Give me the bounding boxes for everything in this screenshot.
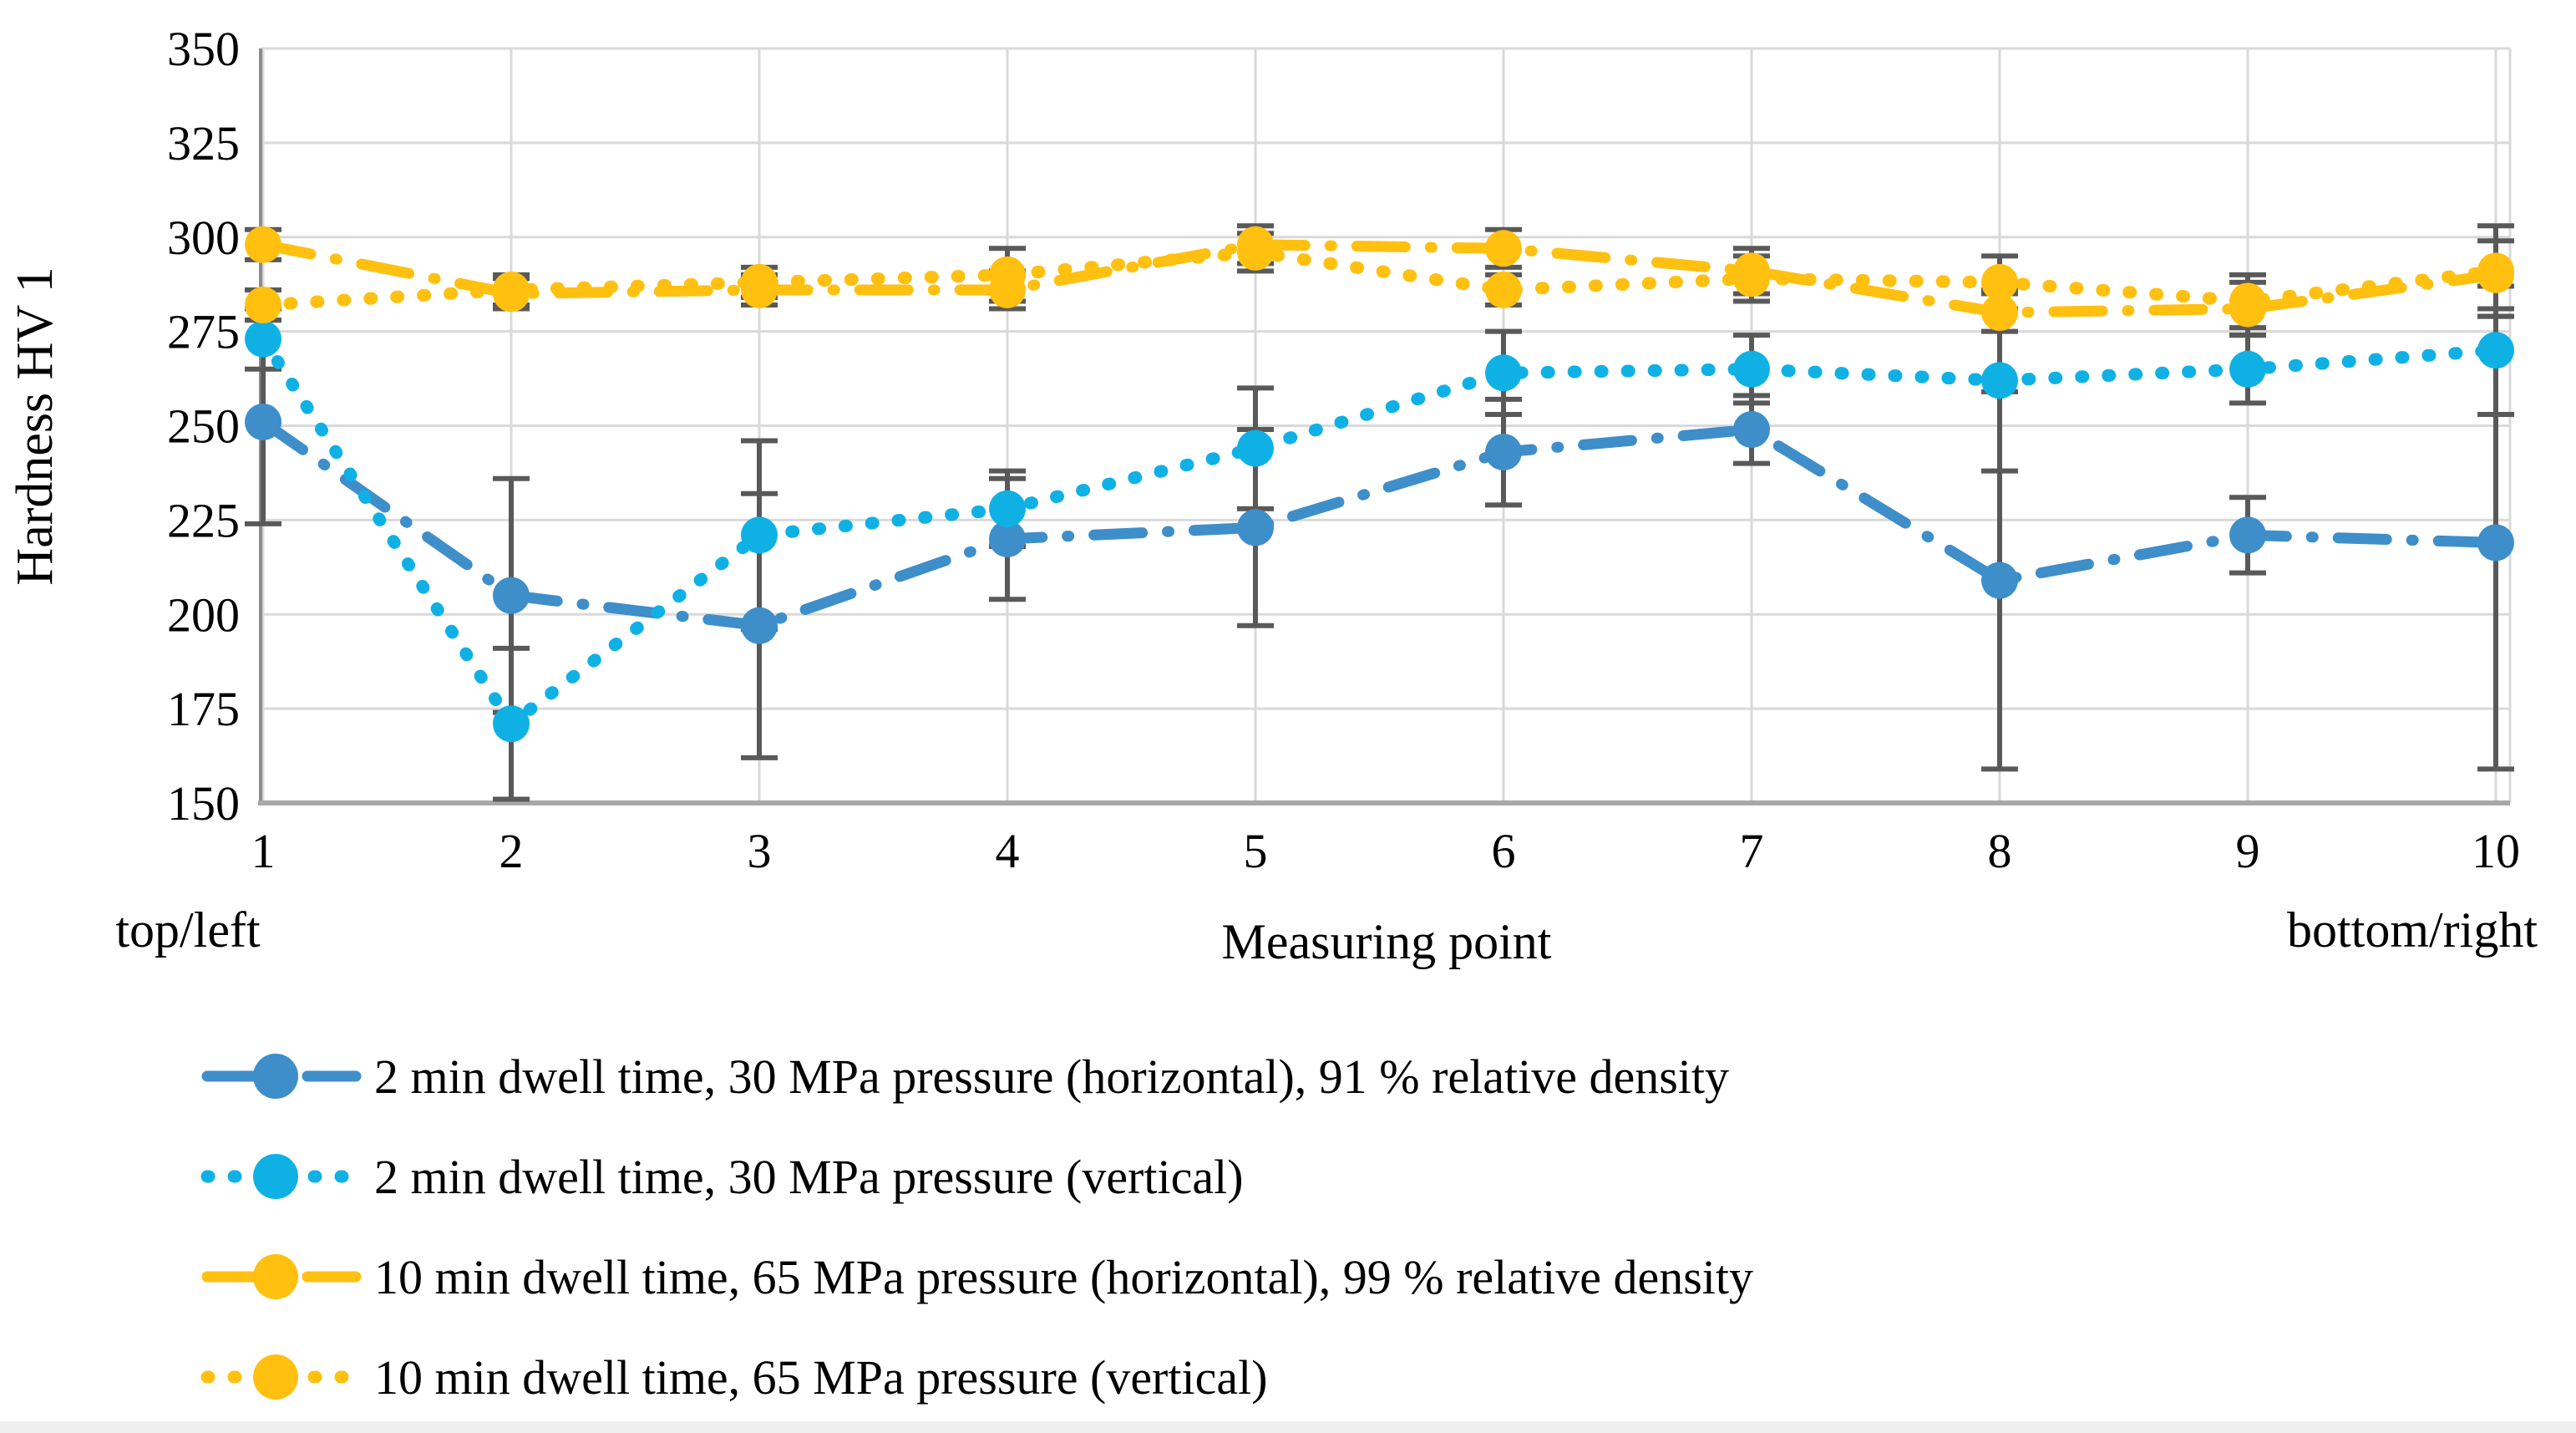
y-tick-label: 350 xyxy=(167,22,240,76)
x-tick-label: 7 xyxy=(1740,824,1764,878)
y-tick-label: 275 xyxy=(167,305,240,359)
legend-marker xyxy=(253,1254,298,1299)
data-point-marker xyxy=(2477,524,2514,562)
legend-item: 2 min dwell time, 30 MPa pressure (horiz… xyxy=(201,1049,1729,1104)
x-tick-label: 6 xyxy=(1492,824,1516,878)
grid-layer xyxy=(258,47,2512,805)
y-tick-label: 225 xyxy=(167,493,240,547)
x-tick-label: 4 xyxy=(996,824,1020,878)
data-point-marker xyxy=(1237,509,1274,546)
legend: 2 min dwell time, 30 MPa pressure (horiz… xyxy=(200,1049,1753,1405)
legend-item: 10 min dwell time, 65 MPa pressure (vert… xyxy=(200,1350,1268,1405)
y-tick-label: 150 xyxy=(167,776,240,831)
data-point-marker xyxy=(245,287,281,324)
series-layer xyxy=(245,226,2514,743)
data-point-marker xyxy=(1237,233,1274,271)
series-line xyxy=(257,239,2502,318)
data-point-marker xyxy=(1733,411,1770,449)
data-point-marker xyxy=(245,403,281,440)
data-point-marker xyxy=(989,256,1026,293)
data-point-marker xyxy=(1237,429,1274,467)
legend-marker xyxy=(253,1154,298,1199)
legend-marker xyxy=(253,1054,298,1099)
x-tick-label: 5 xyxy=(1244,824,1268,878)
data-point-marker xyxy=(2477,332,2514,369)
data-point-marker xyxy=(1485,354,1522,392)
y-tick-label: 250 xyxy=(167,399,240,454)
y-axis-title: Hardness HV 1 xyxy=(7,267,63,585)
legend-item: 10 min dwell time, 65 MPa pressure (hori… xyxy=(201,1250,1753,1304)
data-point-marker xyxy=(1981,263,2018,301)
x-tick-label: 9 xyxy=(2236,824,2260,878)
series-line xyxy=(256,246,2502,312)
data-point-marker xyxy=(493,705,530,743)
legend-marker xyxy=(253,1354,298,1400)
legend-item-label: 2 min dwell time, 30 MPa pressure (verti… xyxy=(374,1150,1244,1204)
y-tick-label: 300 xyxy=(167,211,240,265)
y-tick-label: 175 xyxy=(167,682,240,736)
data-point-marker xyxy=(493,271,530,308)
x-tick-label: 8 xyxy=(1988,824,2012,878)
data-point-marker xyxy=(741,516,778,554)
x-tick-label: 1 xyxy=(251,824,276,878)
x-tick-label: 10 xyxy=(2472,824,2520,878)
x-tick-label: 3 xyxy=(748,824,772,878)
data-point-marker xyxy=(1981,562,2018,599)
data-point-marker xyxy=(2477,252,2514,290)
data-point-marker xyxy=(989,520,1026,557)
data-point-marker xyxy=(1733,260,1770,297)
data-point-marker xyxy=(1733,350,1770,388)
data-point-marker xyxy=(741,607,778,644)
x-annotation-top-left: top/left xyxy=(115,902,261,958)
data-point-marker xyxy=(1485,230,1522,267)
series-line xyxy=(256,333,2502,730)
data-point-marker xyxy=(245,226,281,263)
y-tick-label: 200 xyxy=(167,587,240,642)
data-point-marker xyxy=(2229,350,2266,388)
data-point-marker xyxy=(1485,271,1522,308)
data-point-marker xyxy=(989,490,1026,527)
series-line xyxy=(257,416,2502,632)
x-axis-title: Measuring point xyxy=(1222,914,1552,969)
data-point-marker xyxy=(2229,282,2266,320)
x-tick-label: 2 xyxy=(499,824,524,878)
y-tick-label: 325 xyxy=(167,116,240,170)
legend-item: 2 min dwell time, 30 MPa pressure (verti… xyxy=(200,1150,1244,1204)
data-point-marker xyxy=(1981,294,2018,332)
bottom-page-strip xyxy=(0,1421,2576,1433)
data-point-marker xyxy=(741,263,778,301)
data-point-marker xyxy=(2229,516,2266,554)
legend-item-label: 2 min dwell time, 30 MPa pressure (horiz… xyxy=(374,1049,1729,1104)
legend-item-label: 10 min dwell time, 65 MPa pressure (hori… xyxy=(374,1250,1753,1304)
data-point-marker xyxy=(493,577,530,614)
data-point-marker xyxy=(245,320,281,358)
data-point-marker xyxy=(1485,434,1522,471)
x-annotation-bottom-right: bottom/right xyxy=(2287,902,2538,958)
legend-item-label: 10 min dwell time, 65 MPa pressure (vert… xyxy=(374,1350,1268,1405)
data-point-marker xyxy=(1981,362,2018,399)
